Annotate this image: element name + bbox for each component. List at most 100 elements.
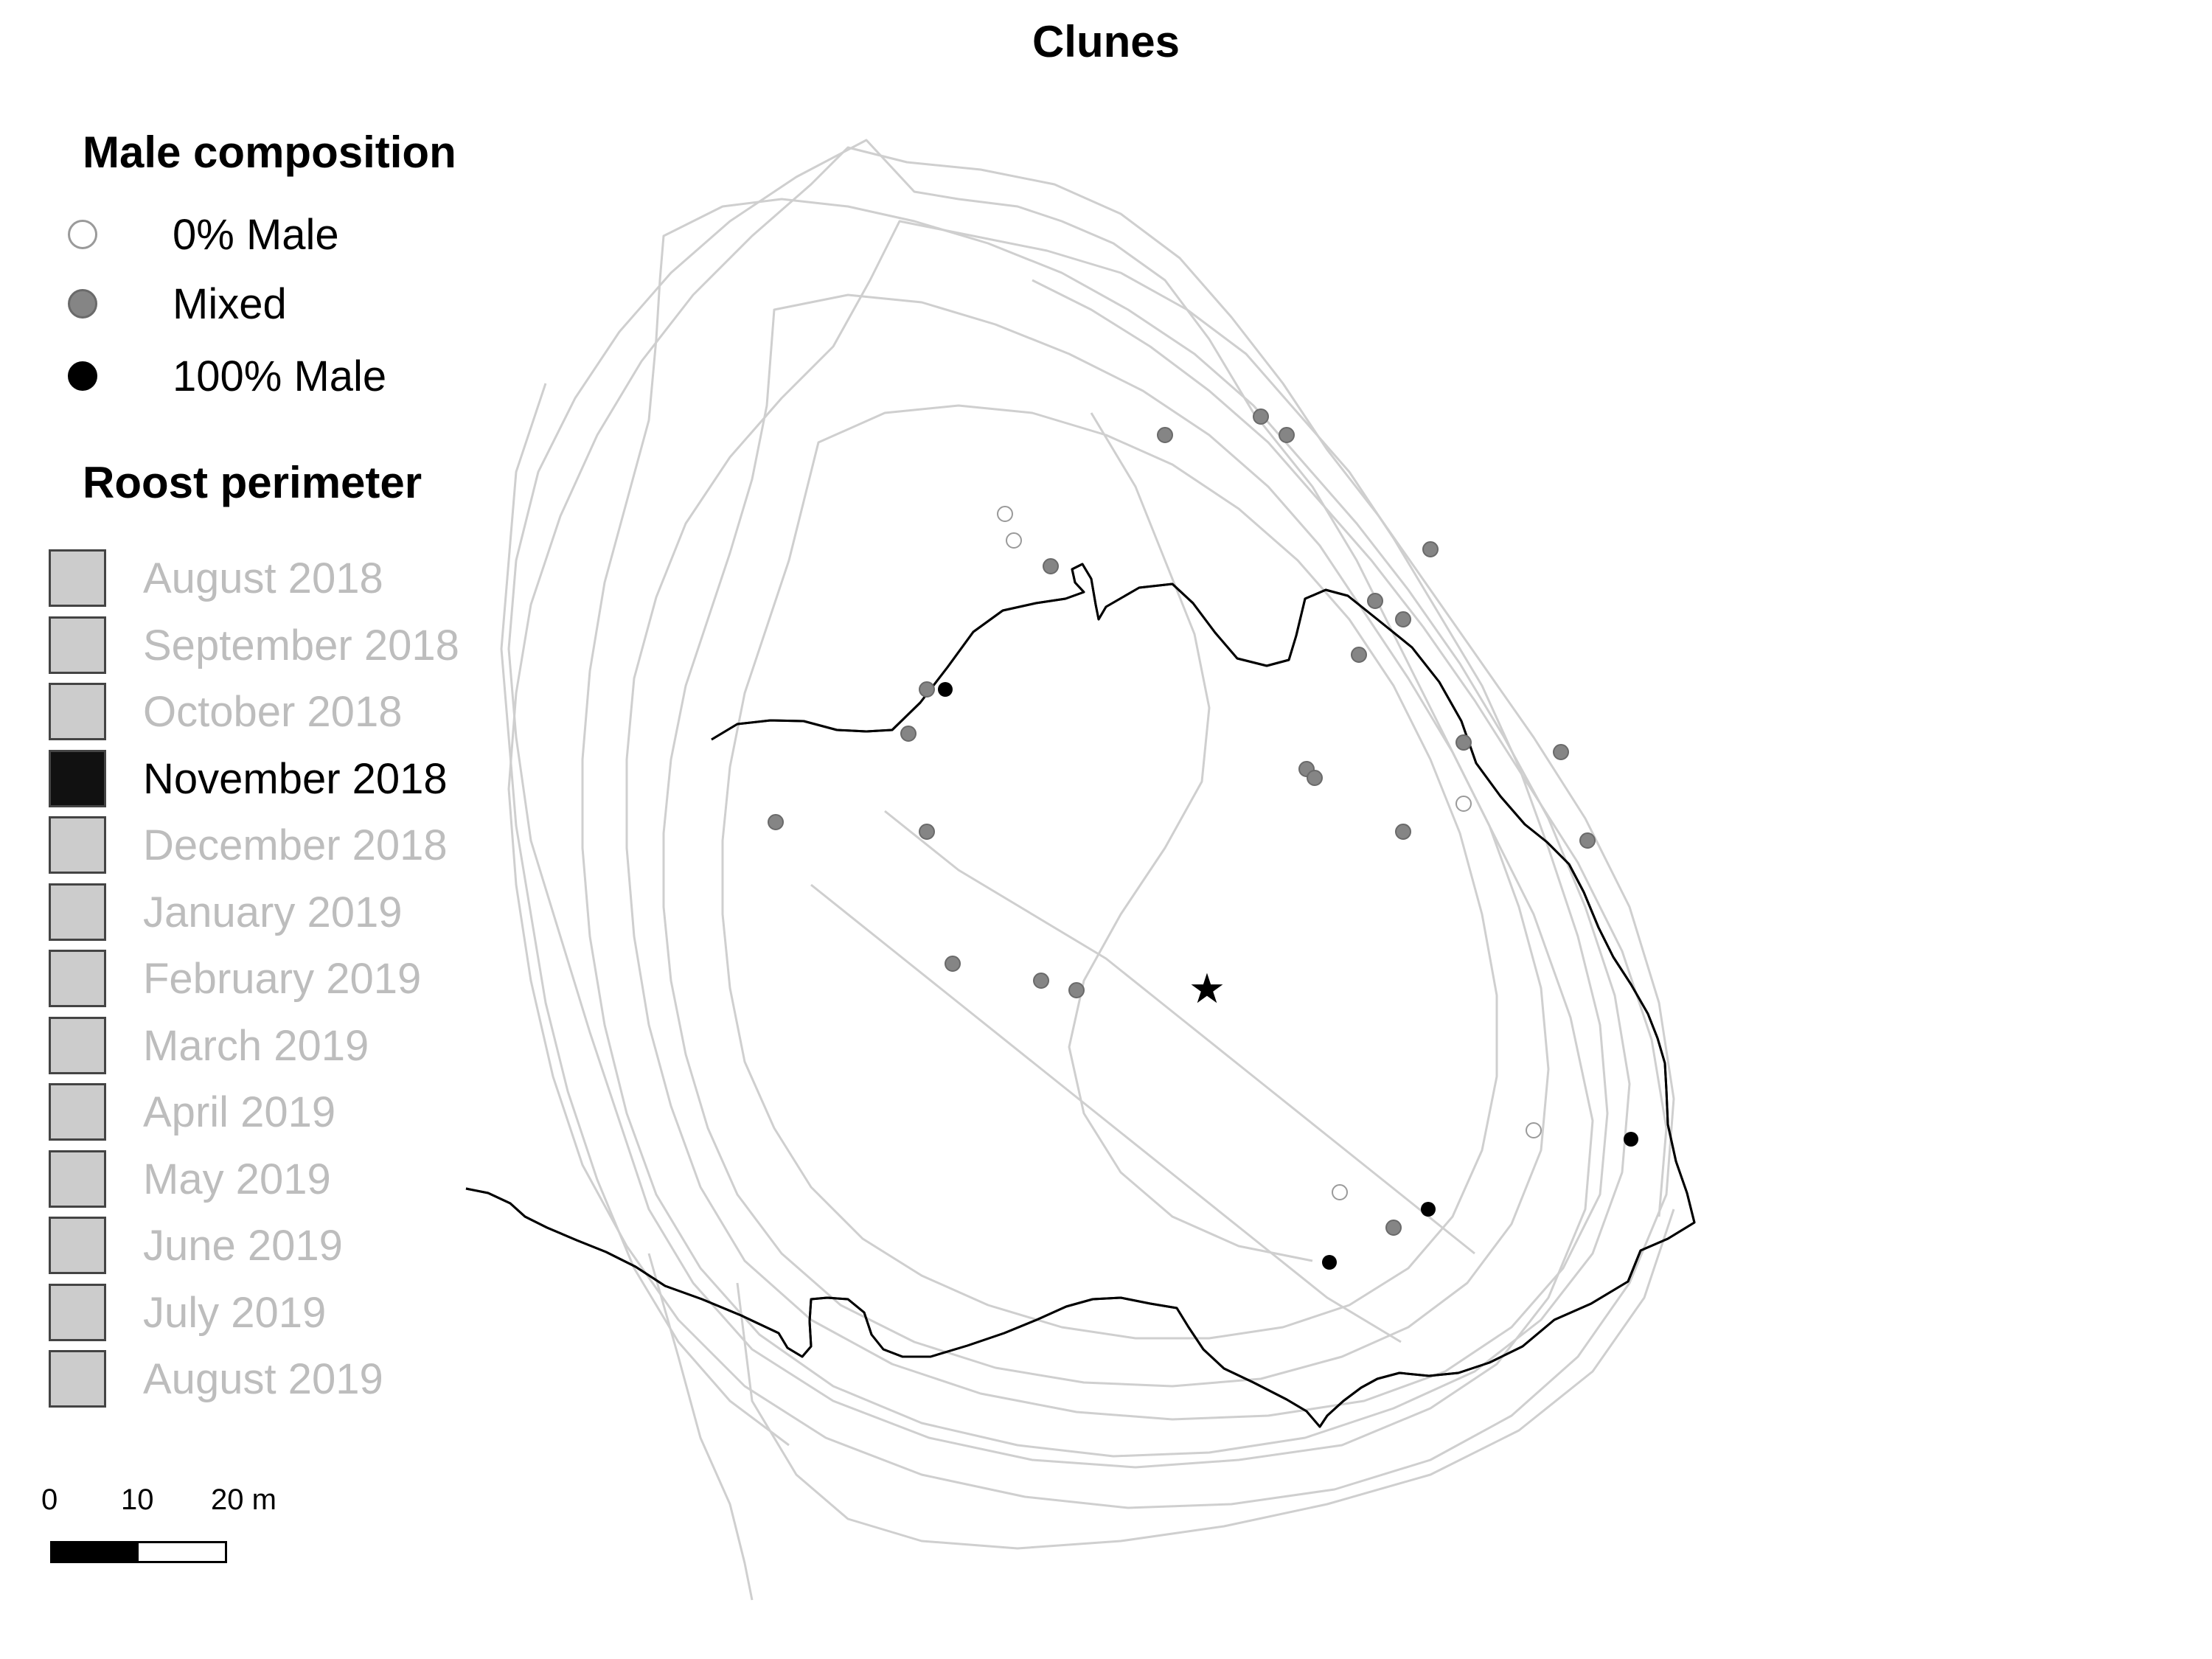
perimeter-line <box>662 293 1550 1388</box>
perimeter-legend-item: April 2019 <box>49 1082 335 1141</box>
perimeter-swatch-icon <box>49 816 106 874</box>
roost-point-mixed <box>1395 824 1411 840</box>
roost-point-mixed <box>1351 647 1367 663</box>
active-perimeter-main <box>465 563 1696 1428</box>
scale-bar-white-segment <box>139 1543 225 1561</box>
roost-point-mixed <box>919 681 935 698</box>
perimeter-line <box>647 1253 754 1601</box>
perimeter-legend-title: Roost perimeter <box>83 458 422 507</box>
composition-dot-icon <box>68 289 97 319</box>
scale-label-10: 10 <box>121 1484 154 1516</box>
composition-legend-label: 0% Male <box>173 210 339 259</box>
roost-point-mixed <box>945 956 961 972</box>
scale-bar-black-segment <box>52 1543 139 1561</box>
perimeter-legend-label: February 2019 <box>143 954 422 1003</box>
perimeter-legend-label: August 2019 <box>143 1354 383 1403</box>
perimeter-swatch-icon <box>49 1284 106 1341</box>
perimeter-legend-item: May 2019 <box>49 1150 331 1208</box>
roost-point-mixed <box>1033 973 1049 989</box>
roost-point-mixed <box>1395 611 1411 627</box>
perimeter-line <box>507 146 1675 1509</box>
composition-legend-label: Mixed <box>173 279 287 328</box>
perimeter-line <box>736 1208 1675 1550</box>
perimeter-line <box>581 198 1631 1458</box>
roost-point-100-male <box>938 682 953 697</box>
perimeter-legend-label: June 2019 <box>143 1221 343 1270</box>
roost-point-mixed <box>1367 593 1383 609</box>
perimeter-legend-label: May 2019 <box>143 1155 331 1203</box>
roost-point-mixed <box>919 824 935 840</box>
roost-point-mixed <box>1068 982 1085 998</box>
roost-point-0-male <box>1332 1184 1348 1200</box>
perimeter-legend-item: October 2018 <box>49 682 402 741</box>
perimeter-swatch-icon <box>49 1217 106 1274</box>
perimeter-legend-item: July 2019 <box>49 1283 326 1342</box>
perimeter-swatch-icon <box>49 1083 106 1141</box>
roost-point-0-male <box>1006 532 1022 549</box>
perimeter-swatch-icon <box>49 750 106 807</box>
roost-point-mixed <box>1455 734 1472 751</box>
composition-legend-title: Male composition <box>83 128 456 177</box>
perimeter-line <box>625 220 1609 1421</box>
composition-legend-item: Mixed <box>68 274 287 333</box>
perimeter-legend-label: October 2018 <box>143 687 403 736</box>
perimeter-swatch-icon <box>49 883 106 941</box>
perimeter-legend-label: November 2018 <box>143 754 448 803</box>
roost-points <box>768 408 1638 1270</box>
roost-point-0-male <box>997 506 1013 522</box>
perimeter-legend-item: January 2019 <box>49 883 402 942</box>
perimeter-legend-item: February 2019 <box>49 949 421 1008</box>
roost-point-100-male <box>1421 1202 1436 1217</box>
perimeter-legend-label: December 2018 <box>143 821 448 869</box>
composition-legend-label: 100% Male <box>173 352 387 400</box>
perimeter-line <box>1032 279 1668 1217</box>
perimeter-legend-item: September 2018 <box>49 616 459 675</box>
perimeter-line <box>884 810 1475 1255</box>
perimeter-legend-label: July 2019 <box>143 1288 327 1337</box>
inactive-perimeters <box>500 139 1675 1601</box>
roost-point-mixed <box>1579 832 1596 849</box>
perimeter-swatch-icon <box>49 1017 106 1074</box>
perimeter-line <box>810 883 1402 1343</box>
roost-point-mixed <box>900 726 917 742</box>
perimeter-line <box>507 139 1594 1469</box>
perimeter-legend-item: August 2018 <box>49 549 383 608</box>
roost-point-0-male <box>1526 1122 1542 1138</box>
perimeter-legend-label: April 2019 <box>143 1088 336 1136</box>
perimeter-line <box>721 404 1498 1340</box>
roost-point-0-male <box>1455 796 1472 812</box>
perimeter-legend-label: August 2018 <box>143 554 383 602</box>
composition-legend-item: 0% Male <box>68 205 339 264</box>
roost-point-mixed <box>1422 541 1439 557</box>
star-icon: ★ <box>1189 965 1225 1013</box>
perimeter-legend-label: January 2019 <box>143 888 403 936</box>
scale-label-20: 20 m <box>211 1484 276 1516</box>
perimeter-line <box>500 383 790 1447</box>
roost-point-mixed <box>1553 744 1569 760</box>
roost-point-100-male <box>1322 1255 1337 1270</box>
perimeter-legend-item: November 2018 <box>49 749 448 808</box>
roost-point-mixed <box>1157 427 1173 443</box>
perimeter-legend-label: September 2018 <box>143 621 459 669</box>
perimeter-legend-item: March 2019 <box>49 1016 369 1075</box>
perimeter-swatch-icon <box>49 1150 106 1208</box>
perimeter-swatch-icon <box>49 1350 106 1408</box>
scale-bar <box>50 1541 227 1563</box>
composition-legend-item: 100% Male <box>68 347 386 406</box>
perimeter-swatch-icon <box>49 683 106 740</box>
roost-point-mixed <box>1043 558 1059 574</box>
perimeter-legend-item: December 2018 <box>49 815 448 874</box>
perimeter-swatch-icon <box>49 616 106 674</box>
composition-dot-icon <box>68 220 97 249</box>
roost-point-mixed <box>768 814 784 830</box>
perimeter-legend-label: March 2019 <box>143 1021 369 1070</box>
perimeter-legend-item: August 2019 <box>49 1349 383 1408</box>
composition-dot-icon <box>68 361 97 391</box>
map-title: Clunes <box>1032 17 1180 66</box>
roost-point-mixed <box>1253 408 1269 425</box>
roost-point-mixed <box>1385 1220 1402 1236</box>
scale-label-0: 0 <box>41 1484 58 1516</box>
perimeter-legend-item: June 2019 <box>49 1216 343 1275</box>
roost-point-mixed <box>1307 770 1323 786</box>
